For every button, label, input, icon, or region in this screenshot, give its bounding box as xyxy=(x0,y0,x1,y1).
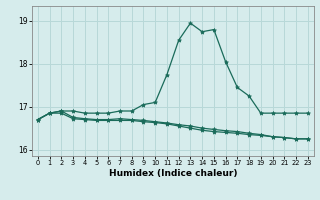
X-axis label: Humidex (Indice chaleur): Humidex (Indice chaleur) xyxy=(108,169,237,178)
